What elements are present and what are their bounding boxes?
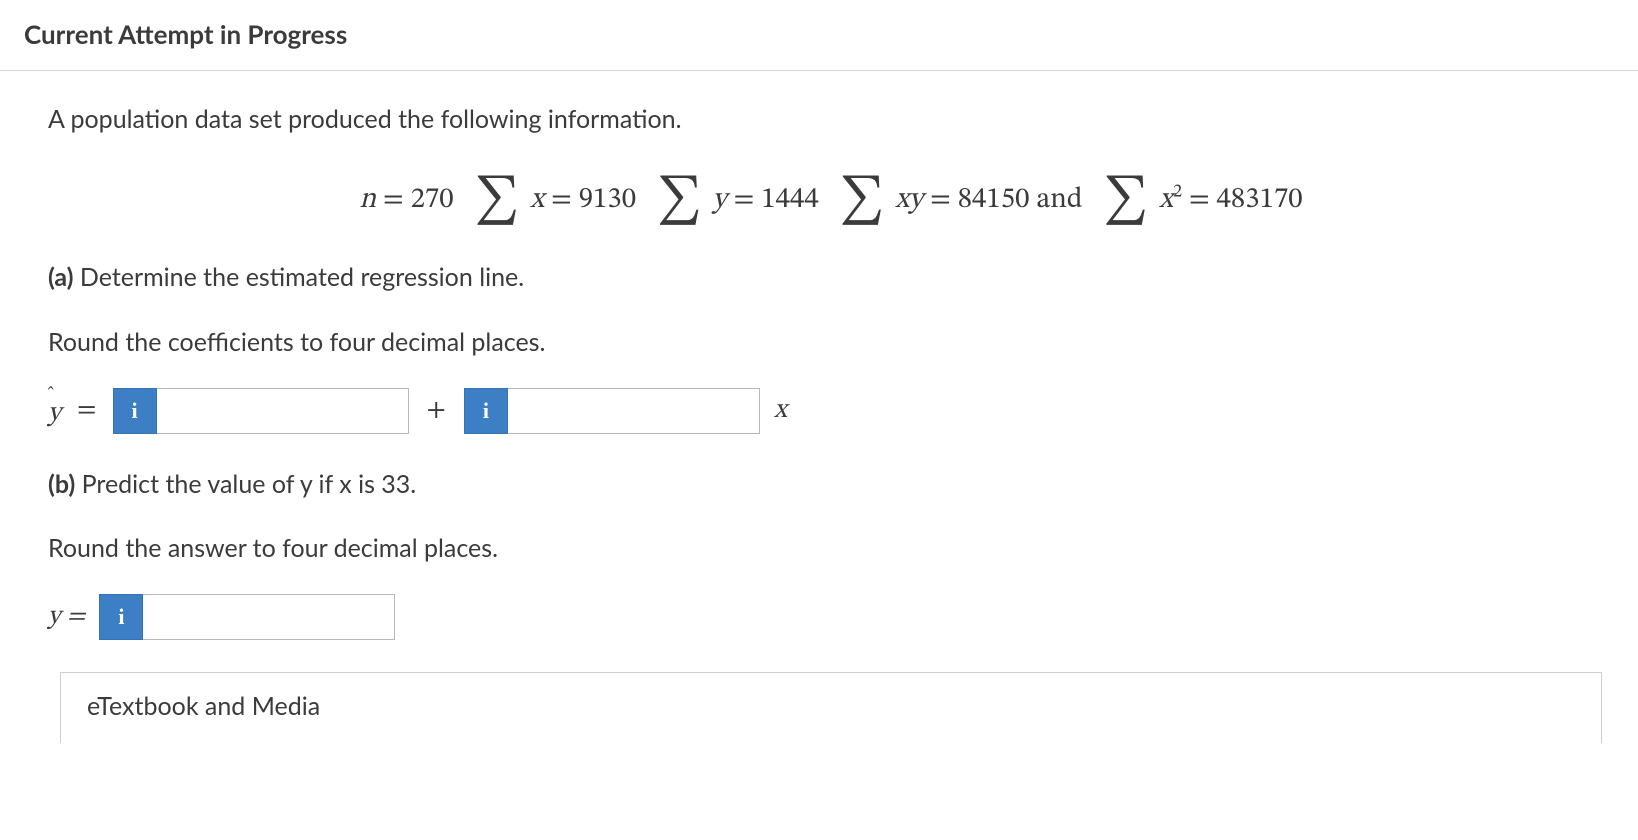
y-pred-input[interactable] [143,594,395,640]
part-b-hint: Round the answer to four decimal places. [48,530,1614,566]
info-button[interactable]: i [113,388,157,434]
sum-y-value: 1444 [761,185,818,214]
part-b-text: Predict the value of y if x is 33. [75,469,416,499]
prediction-answer-row: y = i [48,594,1614,640]
y-hat-symbol: ˆ y [48,391,61,431]
slope-input-group: i [464,388,760,434]
sigma-icon: ∑ [643,177,706,225]
part-a-text: Determine the estimated regression line. [74,262,525,292]
hat-char: ˆ [47,382,55,410]
n-label: n [359,185,376,214]
etextbook-row: eTextbook and Media [48,672,1614,743]
section-title: Current Attempt in Progress [24,18,347,50]
intercept-input-group: i [113,388,409,434]
sum-x2-base: x [1159,185,1173,214]
sigma-icon: ∑ [826,177,889,225]
part-a-prompt: (a) Determine the estimated regression l… [48,259,1614,295]
part-a-label: (a) [48,262,74,292]
sum-x2-value: 483170 [1217,185,1303,214]
slope-input[interactable] [508,388,760,434]
part-a-hint: Round the coefficients to four decimal p… [48,324,1614,360]
y-equals-label: y = [48,601,85,634]
part-b-prompt: (b) Predict the value of y if x is 33. [48,466,1614,502]
ypred-input-group: i [99,594,395,640]
sum-x-value: 9130 [579,185,636,214]
given-equation: n = 270 ∑ x = 9130 ∑ y = 1444 ∑ xy = 841… [48,165,1614,225]
info-icon: i [118,604,124,630]
sigma-icon: ∑ [460,177,523,225]
sum-y-var: y [713,185,727,214]
equals-sign: = [75,394,98,428]
sum-xy-value: 84150 [958,185,1030,214]
etextbook-button[interactable]: eTextbook and Media [60,672,1602,743]
question-content: A population data set produced the follo… [0,71,1638,743]
info-button[interactable]: i [464,388,508,434]
intercept-input[interactable] [157,388,409,434]
x-variable: x [774,394,787,428]
and-text: and [1036,185,1082,214]
sum-x-var: x [530,185,544,214]
regression-answer-row: ˆ y = i + i x [48,388,1614,434]
n-value: 270 [411,185,454,214]
sum-xy-var: xy [895,185,923,214]
intro-text: A population data set produced the follo… [48,101,1614,137]
part-b-label: (b) [48,469,75,499]
sum-x2-exp: 2 [1173,184,1182,202]
sigma-icon: ∑ [1089,177,1152,225]
info-button[interactable]: i [99,594,143,640]
plus-sign: + [423,394,450,428]
section-header: Current Attempt in Progress [0,0,1638,71]
info-icon: i [483,398,489,424]
info-icon: i [131,398,137,424]
